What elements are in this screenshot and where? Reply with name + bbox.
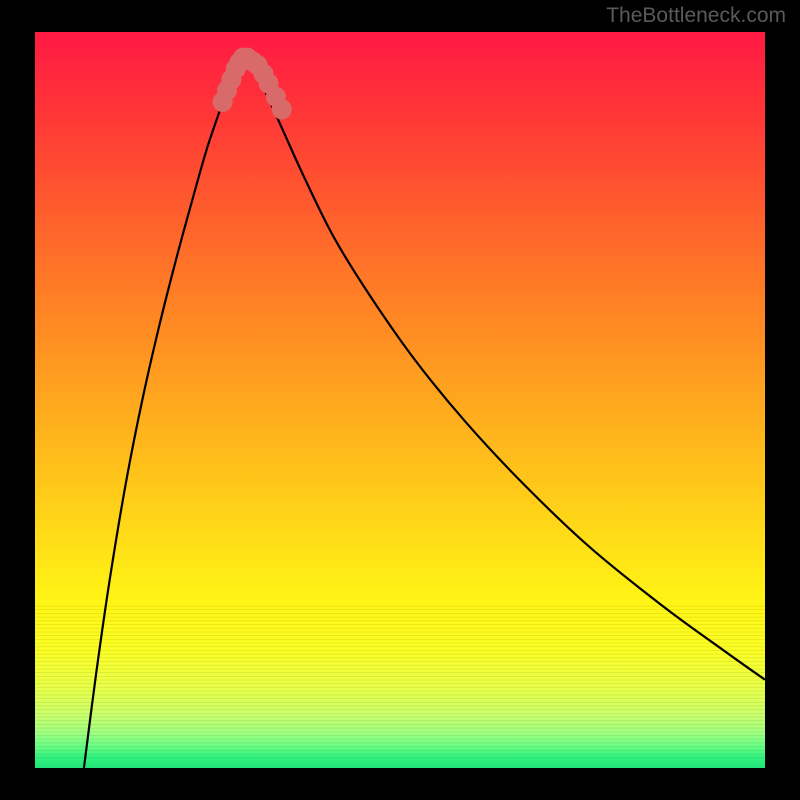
plot-area xyxy=(35,32,765,768)
marker-point xyxy=(272,99,292,119)
plot-svg xyxy=(35,32,765,768)
watermark-text: TheBottleneck.com xyxy=(606,4,786,28)
plot-frame xyxy=(35,32,765,768)
